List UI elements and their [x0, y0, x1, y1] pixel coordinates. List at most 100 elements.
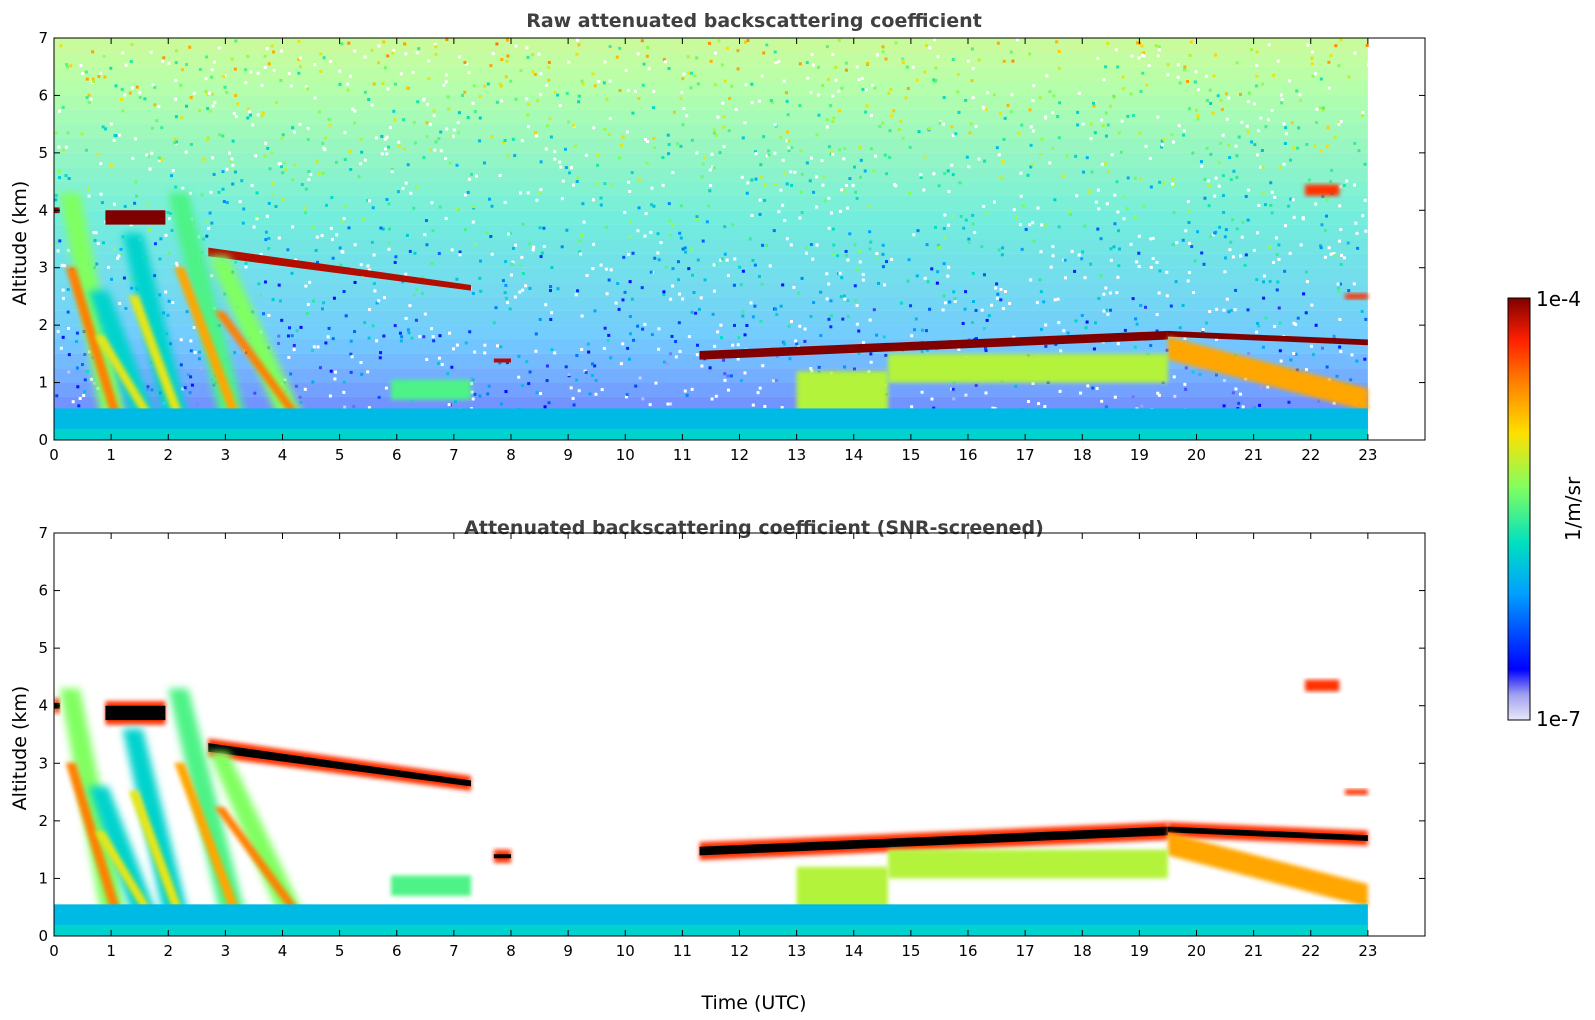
- x-tick-label: 7: [449, 942, 459, 960]
- colorbar-max-label: 1e-4: [1536, 287, 1581, 311]
- x-tick-label: 23: [1358, 942, 1377, 960]
- x-tick-label: 6: [392, 446, 402, 464]
- virga-streak-core: [94, 831, 158, 919]
- background-band: [54, 152, 1368, 168]
- background-band: [54, 210, 1368, 225]
- x-tick-label: 8: [506, 446, 516, 464]
- virga-streak-core: [128, 295, 186, 423]
- x-tick-label: 3: [221, 942, 231, 960]
- x-tick-label: 20: [1187, 942, 1206, 960]
- cloud-layer: [1167, 832, 1368, 908]
- panel-title: Raw attenuated backscattering coefficien…: [526, 10, 982, 32]
- x-tick-label: 21: [1244, 446, 1263, 464]
- cloud-layer: [1345, 293, 1368, 300]
- y-axis-label: Altitude (km): [9, 686, 31, 811]
- background-band: [54, 181, 1368, 196]
- x-tick-label: 2: [163, 942, 173, 960]
- virga-streak: [168, 688, 252, 936]
- heatmap: [54, 38, 1370, 440]
- y-tick-label: 7: [38, 524, 48, 542]
- cloud-layer: [493, 358, 511, 363]
- background-band: [54, 267, 1368, 283]
- panel-snr-screened: Attenuated backscattering coefficient (S…: [9, 517, 1426, 1014]
- plot-area: [53, 37, 1426, 441]
- background-band: [54, 52, 1368, 67]
- virga-streak: [59, 688, 132, 936]
- x-axis: 0 1 2 3 4 5 6 7 8 9 10 11 12 13 14 15 16 17 18 19 20 21 22 23: [49, 38, 1377, 464]
- virga-streak: [122, 233, 194, 440]
- cloud-layer: [208, 247, 472, 291]
- y-tick-label: 4: [38, 697, 48, 715]
- background-band: [54, 167, 1368, 182]
- y-tick-label: 5: [38, 639, 48, 657]
- y-axis: 0 1 2 3 4 5 6 7: [38, 29, 1425, 449]
- cloud-layer: [208, 743, 472, 787]
- panel-title: Attenuated backscattering coefficient (S…: [464, 517, 1044, 539]
- x-tick-label: 4: [278, 942, 288, 960]
- x-tick-label: 18: [1073, 942, 1092, 960]
- cloud-layer: [1167, 826, 1368, 842]
- background-band: [54, 124, 1368, 139]
- x-tick-label: 9: [563, 942, 573, 960]
- boundary-layer-base: [54, 428, 1368, 440]
- x-tick-label: 23: [1358, 446, 1377, 464]
- x-axis-label: Time (UTC): [700, 992, 806, 1014]
- cloud-layer: [493, 854, 511, 859]
- x-tick-label: 12: [730, 446, 749, 464]
- virga-streak: [168, 193, 252, 440]
- x-tick-label: 5: [335, 446, 345, 464]
- colorbar-min-label: 1e-7: [1536, 707, 1581, 731]
- virga-streak: [88, 786, 166, 936]
- x-tick-label: 16: [958, 942, 977, 960]
- plot-frame: [53, 532, 1426, 937]
- cloud-layer: [391, 875, 472, 896]
- x-tick-label: 7: [449, 446, 459, 464]
- boundary-layer-base: [54, 924, 1368, 936]
- background-band: [54, 66, 1368, 82]
- x-tick-label: 1: [106, 942, 116, 960]
- x-tick-label: 3: [221, 446, 231, 464]
- background-band: [54, 224, 1368, 239]
- x-tick-label: 20: [1187, 446, 1206, 464]
- y-tick-label: 7: [38, 29, 48, 47]
- x-tick-label: 0: [49, 446, 59, 464]
- background-band: [54, 296, 1368, 311]
- cloud-layer: [1167, 330, 1368, 346]
- background-band: [54, 396, 1368, 412]
- cloud-layer: [1345, 789, 1368, 795]
- cloud-layer: [699, 826, 1168, 856]
- y-tick-label: 0: [38, 431, 48, 449]
- virga-streak-core: [128, 790, 186, 919]
- x-tick-label: 5: [335, 942, 345, 960]
- cloud-layer: [888, 849, 1168, 879]
- cloud-layer: [105, 210, 166, 225]
- cloud-layer: [391, 379, 472, 400]
- virga-streak-core: [214, 311, 306, 423]
- y-tick-label: 4: [38, 201, 48, 219]
- x-tick-label: 6: [392, 942, 402, 960]
- x-tick-label: 14: [844, 446, 863, 464]
- x-tick-label: 16: [958, 446, 977, 464]
- virga-streak: [208, 751, 314, 936]
- x-tick-label: 12: [730, 942, 749, 960]
- virga-streak: [122, 728, 194, 936]
- y-tick-label: 2: [38, 812, 48, 830]
- virga-streak: [208, 256, 314, 440]
- x-tick-label: 2: [163, 446, 173, 464]
- colorbar-unit-label: 1/m/sr: [1561, 476, 1585, 541]
- x-tick-label: 8: [506, 942, 516, 960]
- background-band: [54, 253, 1368, 268]
- x-tick-label: 14: [844, 942, 863, 960]
- y-tick-label: 0: [38, 927, 48, 945]
- background-band: [54, 95, 1368, 110]
- plot-area: [53, 532, 1426, 937]
- y-tick-label: 2: [38, 316, 48, 334]
- virga-streak: [59, 193, 132, 440]
- heatmap: [54, 679, 1368, 936]
- x-tick-label: 0: [49, 942, 59, 960]
- x-tick-label: 18: [1073, 446, 1092, 464]
- y-tick-label: 6: [38, 582, 48, 600]
- x-tick-label: 10: [616, 942, 635, 960]
- virga-streak-core: [65, 762, 124, 919]
